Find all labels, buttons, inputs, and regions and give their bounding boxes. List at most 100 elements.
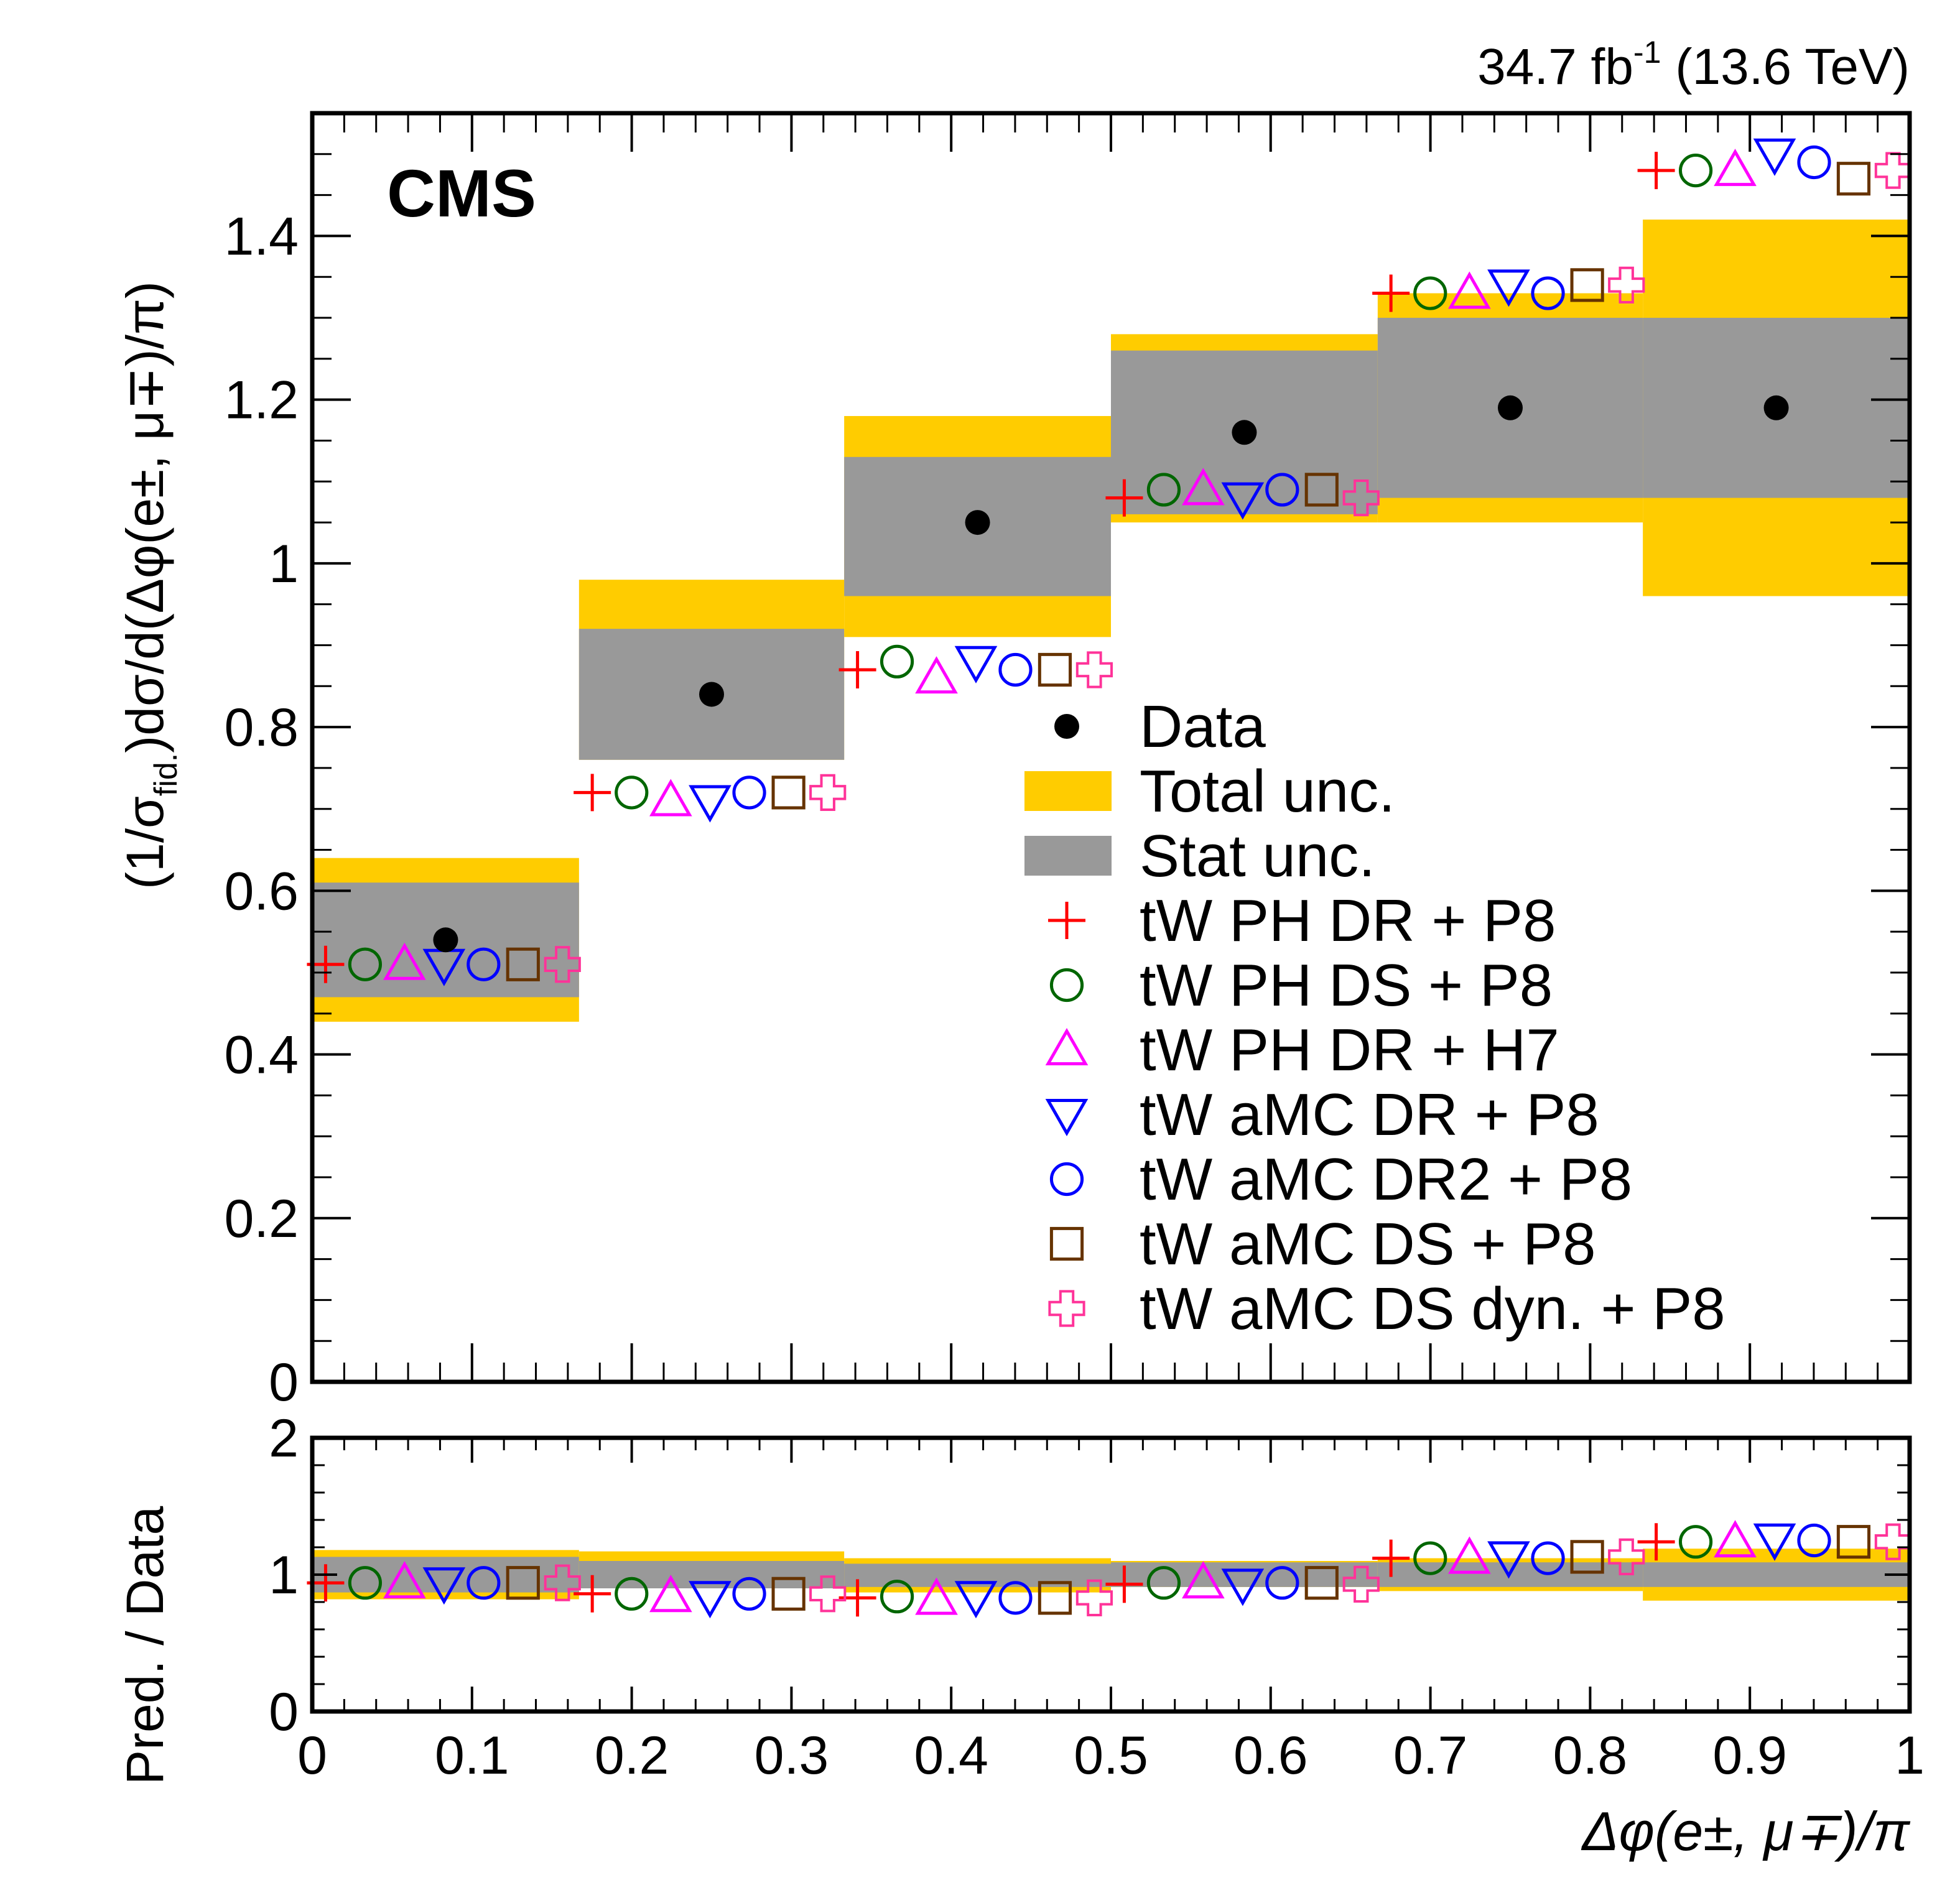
main-pred-marker	[1182, 468, 1225, 506]
legend-label: tW aMC DS dyn. + P8	[1140, 1276, 1725, 1342]
ratio-pred-marker	[615, 1577, 649, 1611]
x-tick-label: 0.3	[755, 1726, 829, 1785]
experiment-label: CMS	[387, 155, 536, 231]
ratio-pred-marker	[1221, 1568, 1265, 1606]
main-y-tick-label: 1.4	[224, 206, 299, 266]
data-point	[433, 927, 458, 953]
ratio-pred-marker	[1753, 1523, 1796, 1561]
ratio-pred-marker	[809, 1575, 847, 1613]
main-pred-marker	[467, 947, 501, 981]
ratio-pred-marker	[1531, 1541, 1565, 1575]
x-tick-label: 0.1	[435, 1726, 509, 1785]
main-pred-marker	[1637, 152, 1675, 190]
legend-symbol	[1045, 1027, 1089, 1065]
main-pred-marker	[1570, 268, 1604, 302]
main-pred-marker	[506, 947, 540, 981]
legend-label: tW aMC DR2 + P8	[1140, 1146, 1632, 1213]
legend-label: tW PH DR + H7	[1140, 1017, 1559, 1083]
main-pred-marker	[689, 785, 732, 823]
ratio-pred-marker	[771, 1577, 806, 1611]
legend-label: tW PH DR + P8	[1140, 887, 1556, 954]
data-point	[1498, 395, 1523, 420]
main-markers	[307, 138, 1912, 986]
ratio-stat-unc-band	[1643, 1562, 1910, 1587]
main-y-tick-label: 0.8	[224, 698, 299, 757]
legend-symbol	[1054, 714, 1079, 739]
ratio-pred-marker	[649, 1575, 692, 1613]
main-y-tick-label: 0.2	[224, 1189, 299, 1249]
main-pred-marker	[1038, 652, 1072, 687]
x-tick-label: 0.7	[1393, 1726, 1468, 1785]
data-point	[965, 510, 990, 535]
main-pred-marker	[574, 774, 611, 812]
ratio-stat-unc-band	[312, 1557, 579, 1593]
x-tick-label: 0	[297, 1726, 327, 1785]
ratio-y-tick-label: 1	[269, 1545, 299, 1605]
main-pred-marker	[1487, 269, 1530, 307]
y-axis-title-ratio: Pred. / Data	[116, 1506, 174, 1785]
ratio-pred-marker	[915, 1577, 958, 1615]
legend-symbol	[1045, 1099, 1089, 1137]
main-pred-marker	[954, 646, 998, 683]
main-pred-marker	[1874, 152, 1912, 189]
main-axes: 0 0.2 0.4 0.6 0.8 1 1.2 1.4	[224, 111, 1912, 1412]
ratio-pred-marker	[1265, 1566, 1299, 1600]
data-point	[1763, 395, 1789, 420]
ratio-pred-marker	[574, 1575, 611, 1613]
ratio-pred-marker	[1038, 1581, 1072, 1615]
legend-label: tW PH DS + P8	[1140, 952, 1553, 1019]
main-pred-marker	[732, 776, 766, 810]
main-pred-marker	[383, 942, 426, 980]
ratio-markers	[307, 1520, 1912, 1619]
legend-symbol	[1048, 902, 1085, 939]
legend-label: Data	[1140, 693, 1266, 760]
ratio-pred-marker	[1487, 1541, 1530, 1579]
ratio-pred-marker	[998, 1581, 1033, 1615]
main-pred-marker	[915, 656, 958, 694]
x-tick-label: 0.8	[1553, 1726, 1628, 1785]
main-pred-marker	[615, 776, 649, 810]
main-pred-marker	[1714, 149, 1757, 187]
ratio-pred-marker	[1105, 1565, 1143, 1603]
main-pred-marker	[1304, 473, 1339, 507]
legend-symbol	[1049, 1226, 1084, 1261]
main-pred-marker	[809, 774, 847, 811]
main-pred-marker	[1413, 276, 1447, 310]
ratio-pred-marker	[954, 1581, 998, 1619]
ratio-pred-marker	[422, 1567, 466, 1605]
main-pred-marker	[1608, 266, 1645, 303]
ratio-pred-marker	[1413, 1541, 1447, 1575]
data-point	[699, 682, 724, 707]
ratio-pred-marker	[348, 1566, 383, 1600]
main-pred-marker	[544, 946, 581, 983]
x-tick-label: 0.4	[914, 1726, 988, 1785]
ratio-pred-marker	[1304, 1566, 1339, 1600]
ratio-pred-marker	[1448, 1536, 1491, 1574]
main-uncertainty-bands	[312, 220, 1910, 1022]
main-pred-marker	[1797, 145, 1831, 180]
ratio-pred-marker	[1797, 1523, 1831, 1558]
main-pred-marker	[838, 651, 876, 688]
main-pred-marker	[1342, 479, 1380, 517]
ratio-pred-marker	[1342, 1565, 1380, 1603]
main-pred-marker	[1372, 274, 1410, 312]
ratio-pred-marker	[1714, 1520, 1757, 1558]
legend-symbol	[1049, 968, 1084, 1003]
main-y-tick-label: 1.2	[224, 371, 299, 430]
ratio-pred-marker	[689, 1581, 732, 1619]
main-pred-marker	[1146, 473, 1181, 507]
ratio-pred-marker	[1608, 1538, 1645, 1575]
ratio-pred-marker	[1836, 1525, 1871, 1559]
main-y-tick-label: 1	[269, 534, 299, 594]
ratio-pred-marker	[467, 1566, 501, 1600]
main-pred-marker	[1075, 651, 1113, 688]
x-tick-label: 0.5	[1074, 1726, 1148, 1785]
ratio-pred-marker	[880, 1580, 914, 1614]
ratio-pred-marker	[506, 1566, 540, 1600]
main-pred-marker	[1448, 271, 1491, 309]
lumi-label: 34.7 fb-1 (13.6 TeV)	[1477, 35, 1910, 95]
x-tick-label: 0.2	[595, 1726, 669, 1785]
ratio-pred-marker	[1874, 1523, 1912, 1560]
